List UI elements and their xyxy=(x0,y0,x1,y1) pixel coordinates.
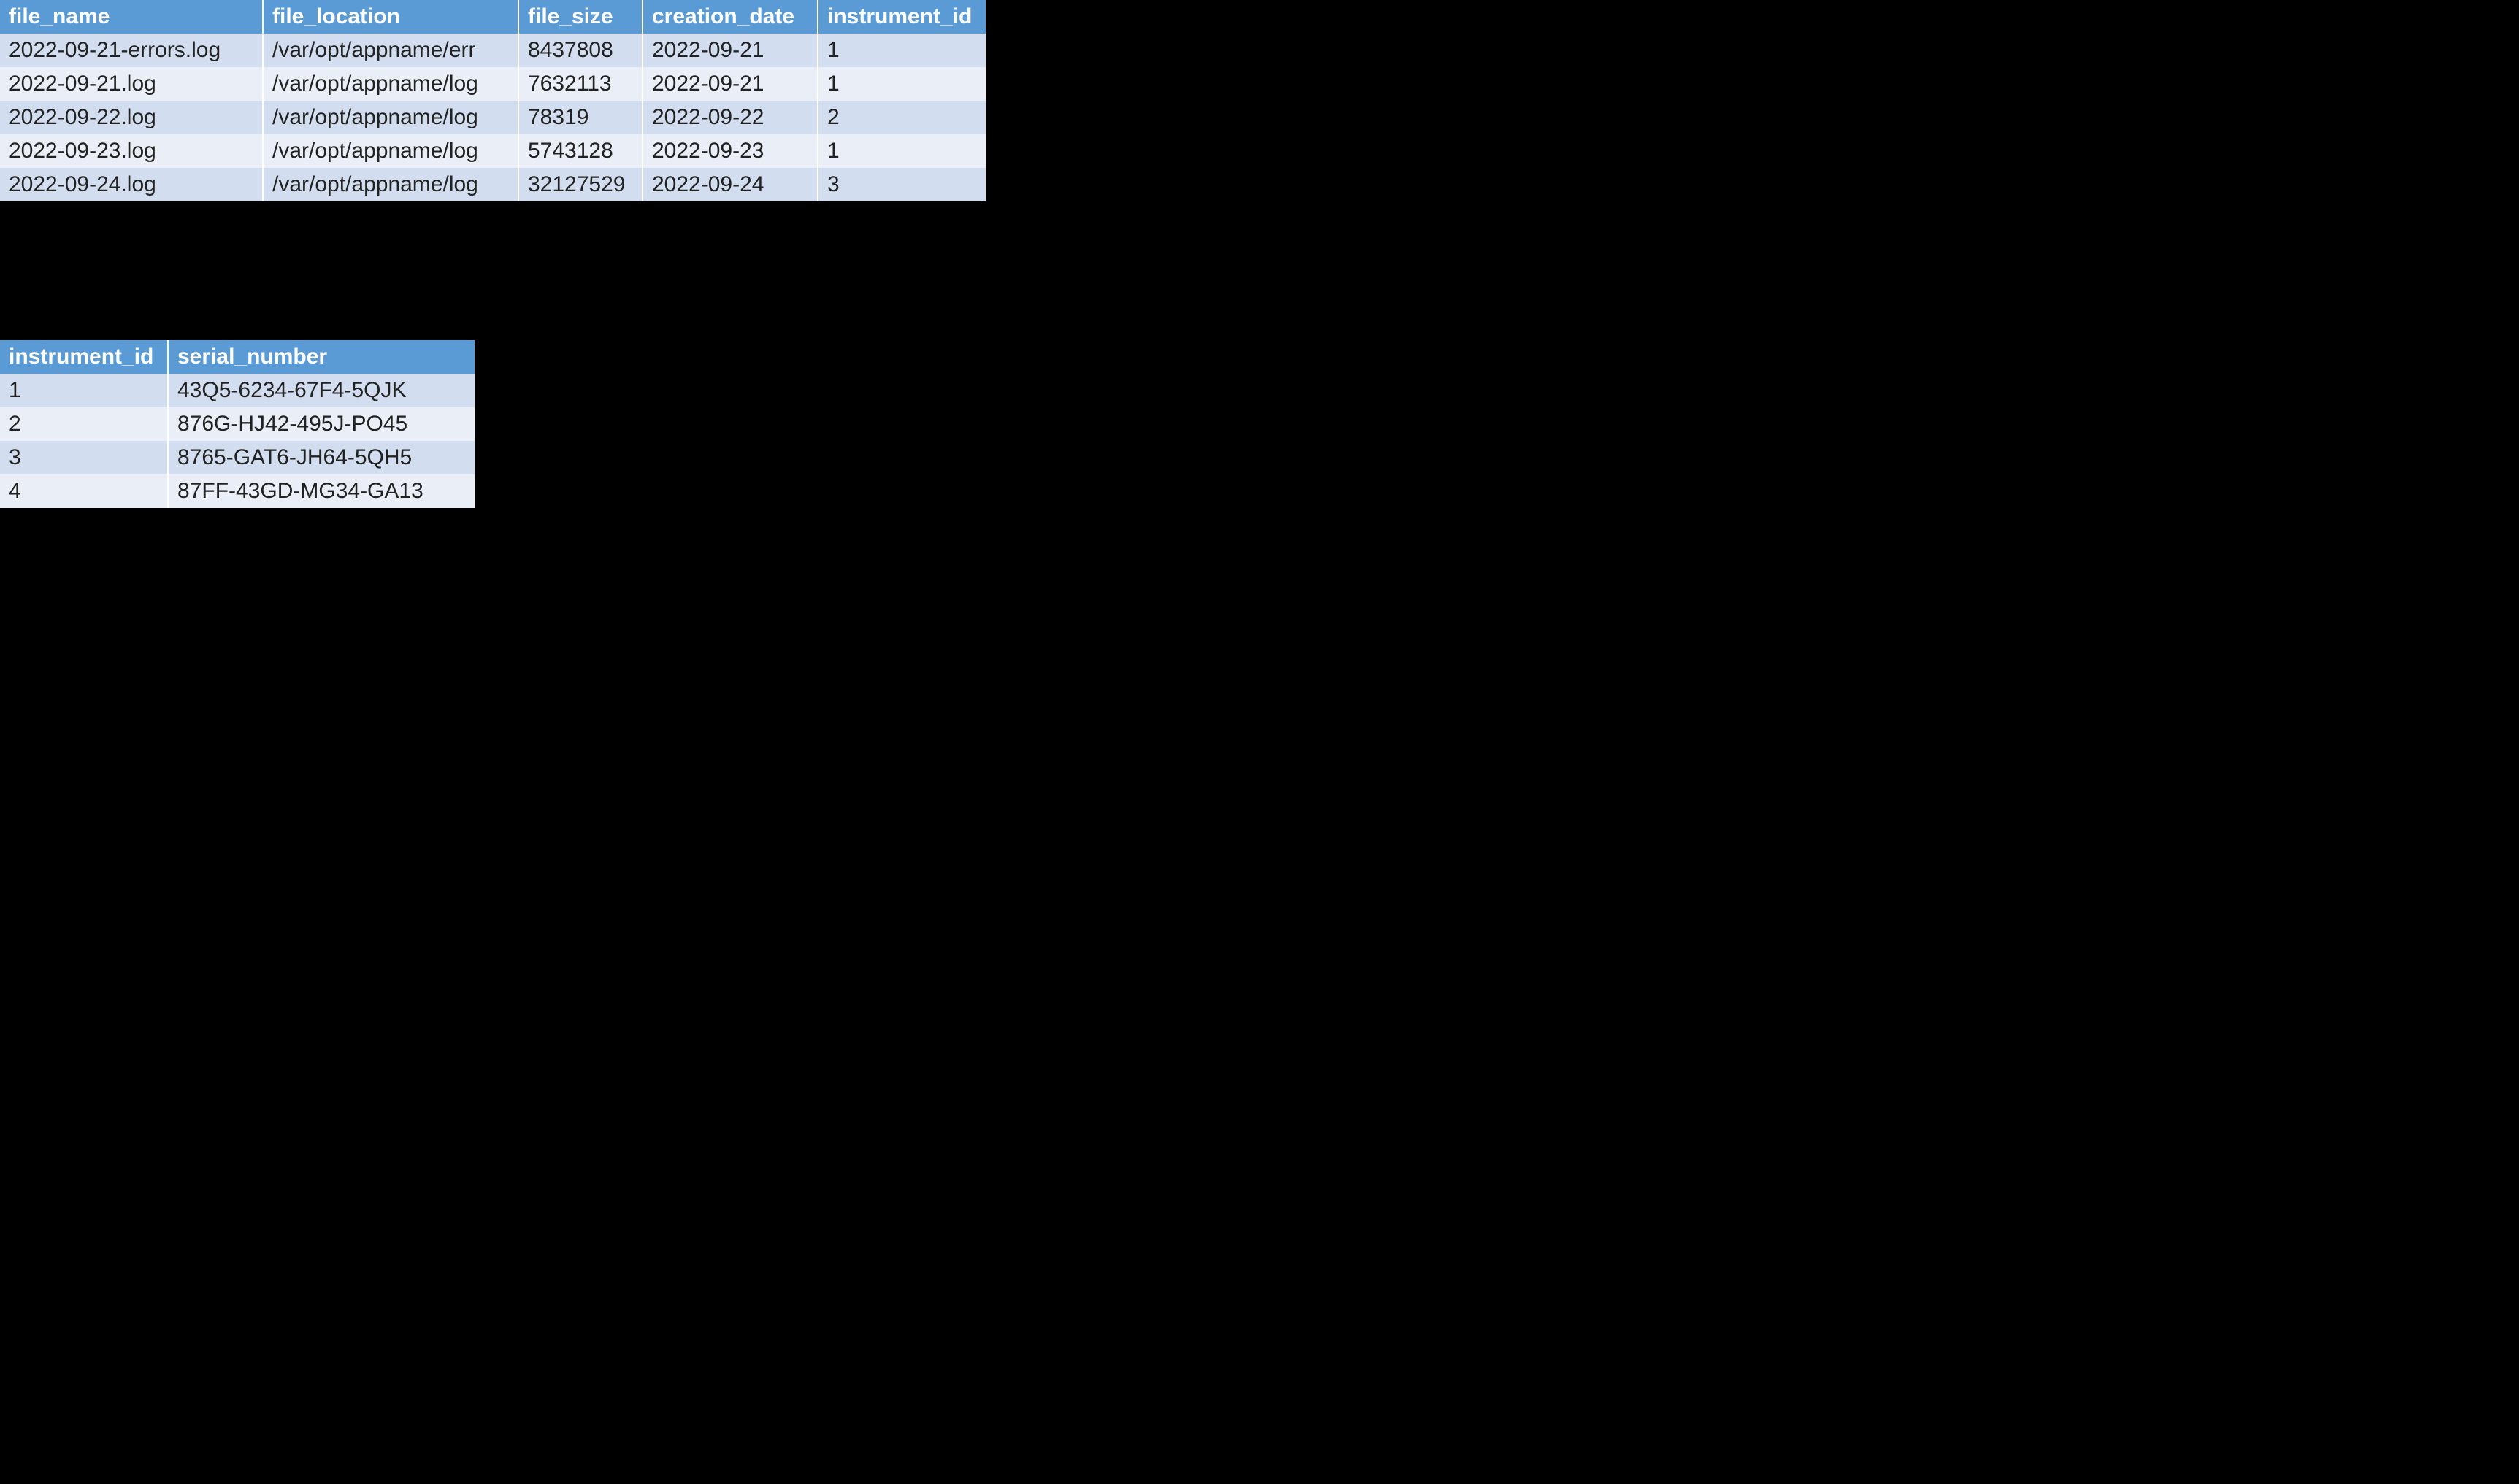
cell-file-location: /var/opt/appname/err xyxy=(263,34,518,67)
cell-serial-number: 87FF-43GD-MG34-GA13 xyxy=(168,474,475,508)
cell-instrument-id: 2 xyxy=(0,407,168,441)
cell-file-size: 7632113 xyxy=(518,67,643,101)
col-header-file-size: file_size xyxy=(518,0,643,34)
cell-instrument-id: 3 xyxy=(818,168,986,201)
cell-creation-date: 2022-09-21 xyxy=(643,67,818,101)
cell-file-name: 2022-09-21.log xyxy=(0,67,263,101)
files-table: file_name file_location file_size creati… xyxy=(0,0,986,201)
cell-file-size: 32127529 xyxy=(518,168,643,201)
col-header-file-location: file_location xyxy=(263,0,518,34)
spacer xyxy=(0,201,1110,340)
table-row: 3 8765-GAT6-JH64-5QH5 xyxy=(0,441,475,474)
files-table-header-row: file_name file_location file_size creati… xyxy=(0,0,986,34)
table-row: 2022-09-23.log /var/opt/appname/log 5743… xyxy=(0,134,986,168)
cell-file-size: 5743128 xyxy=(518,134,643,168)
cell-file-name: 2022-09-22.log xyxy=(0,101,263,134)
cell-instrument-id: 1 xyxy=(818,67,986,101)
cell-file-name: 2022-09-21-errors.log xyxy=(0,34,263,67)
table-row: 2 876G-HJ42-495J-PO45 xyxy=(0,407,475,441)
table-row: 1 43Q5-6234-67F4-5QJK xyxy=(0,374,475,407)
cell-instrument-id: 4 xyxy=(0,474,168,508)
col-header-instrument-id: instrument_id xyxy=(818,0,986,34)
cell-instrument-id: 1 xyxy=(0,374,168,407)
cell-file-name: 2022-09-23.log xyxy=(0,134,263,168)
table-row: 2022-09-21-errors.log /var/opt/appname/e… xyxy=(0,34,986,67)
cell-serial-number: 43Q5-6234-67F4-5QJK xyxy=(168,374,475,407)
instruments-table-header-row: instrument_id serial_number xyxy=(0,340,475,374)
col-header-serial-number: serial_number xyxy=(168,340,475,374)
cell-file-location: /var/opt/appname/log xyxy=(263,101,518,134)
instruments-table: instrument_id serial_number 1 43Q5-6234-… xyxy=(0,340,475,508)
cell-file-location: /var/opt/appname/log xyxy=(263,134,518,168)
cell-instrument-id: 1 xyxy=(818,134,986,168)
cell-instrument-id: 2 xyxy=(818,101,986,134)
cell-file-location: /var/opt/appname/log xyxy=(263,168,518,201)
cell-instrument-id: 3 xyxy=(0,441,168,474)
col-header-creation-date: creation_date xyxy=(643,0,818,34)
table-row: 2022-09-22.log /var/opt/appname/log 7831… xyxy=(0,101,986,134)
cell-creation-date: 2022-09-22 xyxy=(643,101,818,134)
table-row: 4 87FF-43GD-MG34-GA13 xyxy=(0,474,475,508)
cell-creation-date: 2022-09-21 xyxy=(643,34,818,67)
page: file_name file_location file_size creati… xyxy=(0,0,1110,508)
cell-instrument-id: 1 xyxy=(818,34,986,67)
cell-serial-number: 876G-HJ42-495J-PO45 xyxy=(168,407,475,441)
table-row: 2022-09-24.log /var/opt/appname/log 3212… xyxy=(0,168,986,201)
table-row: 2022-09-21.log /var/opt/appname/log 7632… xyxy=(0,67,986,101)
cell-file-size: 8437808 xyxy=(518,34,643,67)
cell-file-size: 78319 xyxy=(518,101,643,134)
cell-creation-date: 2022-09-23 xyxy=(643,134,818,168)
cell-serial-number: 8765-GAT6-JH64-5QH5 xyxy=(168,441,475,474)
col-header-instrument-id: instrument_id xyxy=(0,340,168,374)
cell-file-location: /var/opt/appname/log xyxy=(263,67,518,101)
col-header-file-name: file_name xyxy=(0,0,263,34)
cell-creation-date: 2022-09-24 xyxy=(643,168,818,201)
cell-file-name: 2022-09-24.log xyxy=(0,168,263,201)
